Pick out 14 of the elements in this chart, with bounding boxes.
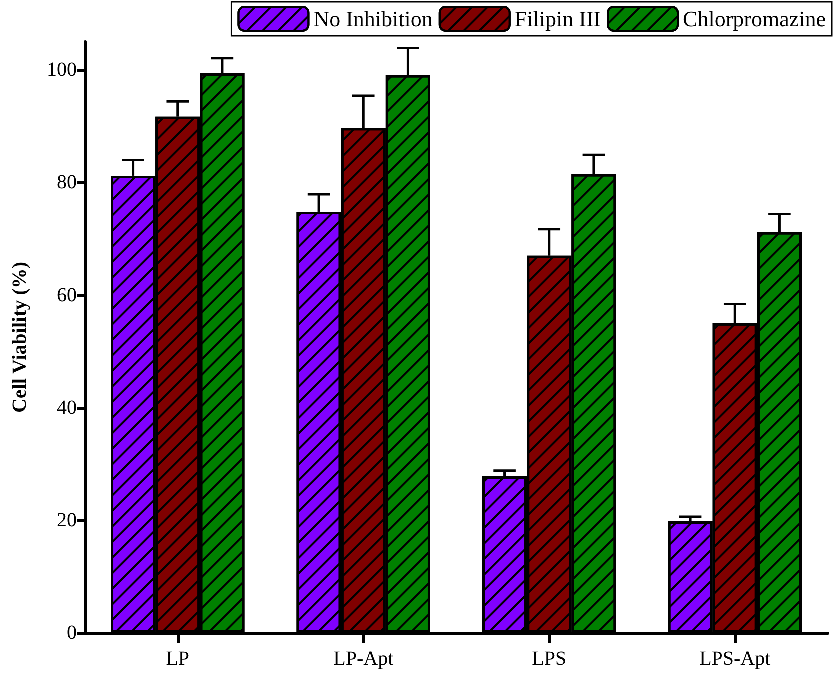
y-tick-label: 100 bbox=[47, 59, 77, 82]
y-tick-label: 40 bbox=[57, 396, 77, 419]
x-tick-label: LPS-Apt bbox=[700, 648, 772, 670]
legend-label: No Inhibition bbox=[314, 6, 433, 32]
y-axis-title: Cell Viability (%) bbox=[9, 262, 31, 414]
legend-label: Filipin III bbox=[514, 6, 602, 32]
x-tick-label: LPS bbox=[532, 648, 567, 670]
x-tick-label: LP-Apt bbox=[334, 648, 394, 670]
y-tick-label: 20 bbox=[57, 509, 77, 532]
y-tick-label: 60 bbox=[57, 284, 77, 306]
y-tick-label: 80 bbox=[57, 172, 77, 194]
legend-label: Chlorpromazine bbox=[683, 6, 826, 32]
y-tick-label: 0 bbox=[67, 622, 77, 644]
x-tick-label: LP bbox=[166, 648, 190, 670]
